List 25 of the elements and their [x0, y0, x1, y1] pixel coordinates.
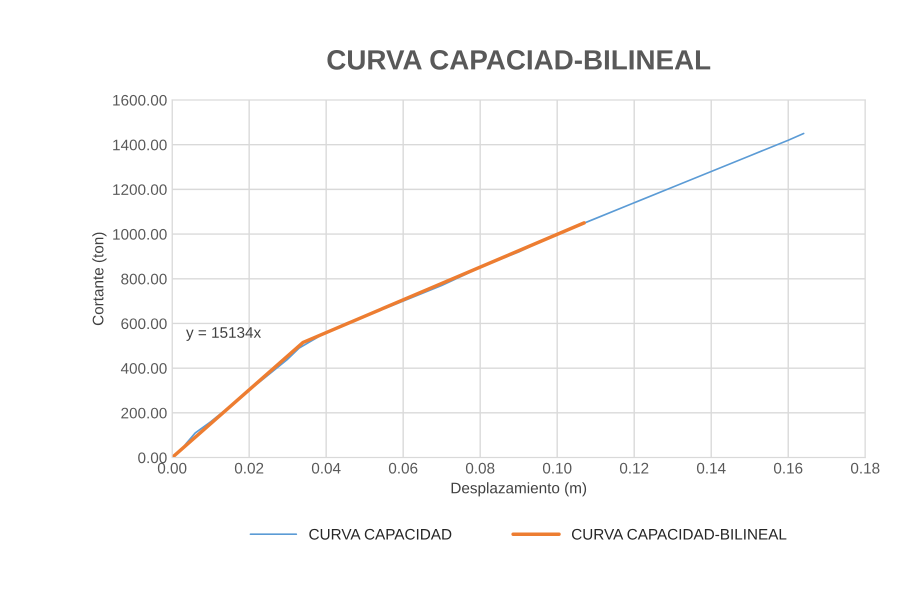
- x-tick-label: 0.06: [388, 462, 418, 474]
- y-axis-title: Cortante (ton): [92, 232, 106, 326]
- x-tick-label: 0.00: [158, 462, 186, 474]
- x-tick-label: 0.04: [312, 462, 341, 474]
- x-tick-label: 0.16: [774, 462, 802, 474]
- y-tick-label: 0.00: [138, 452, 167, 464]
- y-tick-label: 200.00: [121, 408, 167, 419]
- x-tick-label: 0.02: [234, 462, 264, 474]
- x-tick-label: 0.12: [620, 462, 648, 474]
- x-tick-label: 0.08: [466, 462, 494, 474]
- y-tick-label: 1200.00: [113, 184, 167, 196]
- y-tick-label: 800.00: [121, 274, 167, 284]
- annotation: y = 15134x: [186, 327, 262, 341]
- y-tick-label: 400.00: [120, 363, 167, 374]
- x-tick-label: 0.18: [850, 462, 880, 474]
- x-axis-title: Desplazamiento (m): [452, 482, 586, 496]
- legend-label: CURVA CAPACIDAD: [309, 528, 452, 540]
- legend-label: CURVA CAPACIDAD-BILINEAL: [572, 528, 786, 540]
- y-tick-label: 1400.00: [113, 140, 167, 150]
- y-tick-label: 1000.00: [113, 228, 167, 240]
- y-tick-label: 1600.00: [113, 94, 167, 106]
- x-tick-label: 0.10: [542, 462, 572, 474]
- y-tick-label: 600.00: [121, 318, 167, 330]
- x-tick-label: 0.14: [696, 462, 726, 474]
- chart-title: CURVA CAPACIAD-BILINEAL: [327, 50, 710, 70]
